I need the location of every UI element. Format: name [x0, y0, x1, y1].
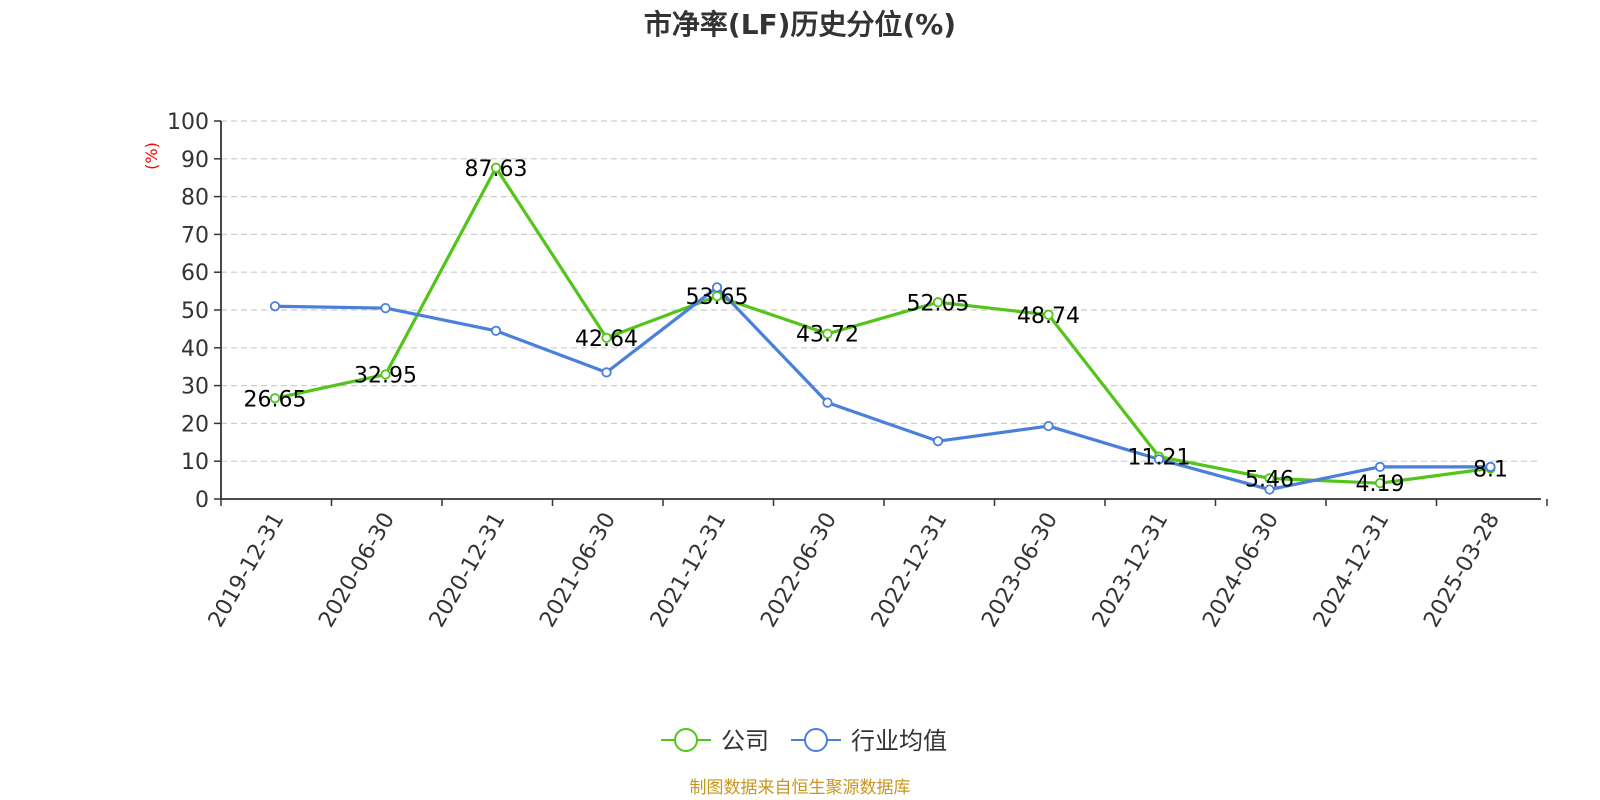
data-label: 26.65: [244, 387, 307, 412]
x-tick-label: 2023-12-31: [1088, 509, 1174, 632]
y-tick-label: 30: [181, 375, 209, 400]
data-label: 48.74: [1017, 304, 1080, 329]
x-tick-label: 2022-06-30: [756, 509, 842, 632]
data-point[interactable]: [380, 369, 391, 380]
y-tick-label: 10: [181, 450, 209, 475]
legend[interactable]: 公司 行业均值: [661, 727, 947, 755]
data-label: 43.72: [796, 323, 859, 348]
legend-label: 公司: [721, 727, 769, 755]
y-tick-label: 20: [181, 412, 209, 437]
data-labels: 26.65 32.95 87.63 42.64 53.65 43.72 52.05 48.74…: [244, 157, 1508, 497]
data-point[interactable]: [601, 367, 612, 378]
series-line: [273, 285, 1493, 492]
data-point[interactable]: [490, 325, 502, 336]
data-point[interactable]: [1264, 473, 1275, 484]
grid-lines: [221, 120, 1541, 462]
series-lines: [269, 162, 1496, 495]
data-point[interactable]: [1264, 484, 1275, 495]
y-tick-label: 100: [167, 110, 209, 135]
y-tick-label: 40: [181, 337, 209, 362]
data-point[interactable]: [932, 297, 944, 308]
y-tick-label: 80: [181, 186, 209, 211]
data-point[interactable]: [1374, 478, 1386, 489]
data-label: 52.05: [907, 291, 970, 316]
x-tick-label: 2021-12-31: [646, 509, 732, 632]
data-point[interactable]: [490, 162, 502, 173]
data-point[interactable]: [269, 301, 281, 312]
x-tick-label: 2024-06-30: [1198, 509, 1284, 632]
data-label: 11.21: [1128, 446, 1191, 471]
legend-label: 行业均值: [851, 727, 947, 755]
data-point[interactable]: [269, 393, 281, 404]
x-tick-label: 2020-12-31: [425, 509, 511, 632]
y-tick-label: 90: [181, 148, 209, 173]
source-note: 制图数据来自恒生聚源数据库: [690, 778, 911, 798]
legend-marker: [804, 728, 828, 752]
data-label: 32.95: [354, 363, 417, 388]
data-point[interactable]: [1485, 461, 1496, 472]
x-tick-label: 2022-12-31: [867, 509, 953, 632]
data-label: 87.63: [465, 157, 528, 182]
data-point[interactable]: [822, 397, 833, 408]
data-point[interactable]: [1374, 461, 1386, 472]
x-tick-label: 2024-12-31: [1309, 509, 1395, 632]
data-point[interactable]: [1043, 309, 1054, 320]
data-point[interactable]: [1043, 420, 1054, 432]
data-label: 8.1: [1473, 457, 1508, 482]
data-point[interactable]: [932, 436, 944, 447]
y-axis-unit-label: (%): [142, 142, 161, 170]
x-tick-label: 2019-12-31: [204, 509, 290, 632]
data-point[interactable]: [711, 282, 723, 293]
series-line: [273, 166, 1493, 485]
data-label: 53.65: [686, 285, 749, 310]
data-point[interactable]: [822, 328, 833, 339]
legend-item[interactable]: 公司: [661, 727, 769, 755]
data-label: 5.46: [1245, 467, 1294, 492]
y-tick-label: 0: [195, 488, 209, 513]
x-tick-label: 2021-06-30: [535, 509, 621, 632]
x-tick-label: 2023-06-30: [977, 509, 1063, 632]
x-tick-label: 2020-06-30: [314, 509, 400, 632]
data-point[interactable]: [1153, 454, 1165, 465]
x-tick-label: 2025-03-28: [1419, 509, 1505, 632]
y-tick-label: 70: [181, 223, 209, 248]
data-label: 42.64: [575, 327, 638, 352]
legend-item[interactable]: 行业均值: [791, 727, 947, 755]
y-tick-label: 50: [181, 299, 209, 324]
legend-marker: [674, 728, 698, 752]
data-label: 4.19: [1356, 472, 1405, 497]
data-point[interactable]: [601, 332, 612, 343]
y-tick-label: 60: [181, 261, 209, 286]
data-point[interactable]: [380, 303, 391, 314]
chart-title: 市净率(LF)历史分位(%): [644, 8, 956, 41]
